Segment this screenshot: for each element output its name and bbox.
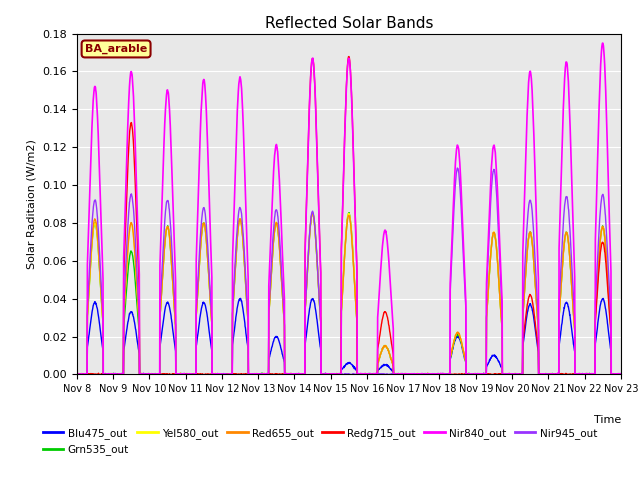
Nir945_out <box>376 372 384 377</box>
Nir945_out <box>570 288 577 294</box>
Yel580_out <box>365 372 372 377</box>
Nir945_out <box>73 371 81 377</box>
Yel580_out <box>569 302 577 308</box>
Yel580_out <box>345 211 353 216</box>
Yel580_out <box>507 372 515 377</box>
Yel580_out <box>376 352 384 358</box>
Text: Time: Time <box>593 415 621 425</box>
Nir840_out <box>376 276 384 281</box>
Red655_out <box>73 371 81 377</box>
Nir945_out <box>617 371 625 376</box>
Blu475_out <box>508 372 515 377</box>
Nir945_out <box>584 371 592 377</box>
Red655_out <box>365 372 372 377</box>
Blu475_out <box>237 296 244 301</box>
Red655_out <box>617 372 625 377</box>
Text: BA_arable: BA_arable <box>85 44 147 54</box>
Grn535_out <box>584 372 592 377</box>
Redg715_out <box>365 372 372 377</box>
Nir945_out <box>225 372 232 377</box>
Redg715_out <box>377 326 385 332</box>
Nir945_out <box>508 372 515 377</box>
Nir840_out <box>365 372 372 377</box>
Line: Grn535_out: Grn535_out <box>77 213 621 374</box>
Grn535_out <box>376 351 384 357</box>
Redg715_out <box>617 371 625 377</box>
Red655_out <box>73 372 81 377</box>
Yel580_out <box>584 372 592 377</box>
Yel580_out <box>617 372 625 377</box>
Nir840_out <box>225 372 232 377</box>
Redg715_out <box>570 372 577 377</box>
Blu475_out <box>584 371 592 377</box>
Redg715_out <box>345 54 353 60</box>
Red655_out <box>308 210 316 216</box>
Blu475_out <box>365 372 372 377</box>
Redg715_out <box>73 372 81 377</box>
Line: Redg715_out: Redg715_out <box>77 57 621 374</box>
Grn535_out <box>365 371 372 377</box>
Line: Yel580_out: Yel580_out <box>77 214 621 374</box>
Grn535_out <box>73 372 81 377</box>
Blu475_out <box>570 338 577 344</box>
Title: Reflected Solar Bands: Reflected Solar Bands <box>264 16 433 31</box>
Nir840_out <box>599 40 607 46</box>
Nir945_out <box>74 372 81 377</box>
Nir840_out <box>617 372 625 377</box>
Grn535_out <box>346 210 353 216</box>
Grn535_out <box>507 372 515 377</box>
Red655_out <box>584 372 592 377</box>
Nir945_out <box>365 372 372 377</box>
Blu475_out <box>225 371 232 377</box>
Redg715_out <box>225 372 232 377</box>
Red655_out <box>225 372 232 377</box>
Line: Nir945_out: Nir945_out <box>77 168 621 374</box>
Red655_out <box>570 307 577 312</box>
Redg715_out <box>584 371 592 377</box>
Blu475_out <box>377 365 385 371</box>
Legend: Blu475_out, Grn535_out, Yel580_out, Red655_out, Redg715_out, Nir840_out, Nir945_: Blu475_out, Grn535_out, Yel580_out, Red6… <box>38 424 601 459</box>
Blu475_out <box>73 372 81 377</box>
Nir840_out <box>569 211 577 217</box>
Nir945_out <box>453 165 461 171</box>
Blu475_out <box>73 372 81 377</box>
Nir840_out <box>507 372 515 377</box>
Nir840_out <box>73 372 81 377</box>
Line: Blu475_out: Blu475_out <box>77 299 621 374</box>
Red655_out <box>377 351 385 357</box>
Y-axis label: Solar Raditaion (W/m2): Solar Raditaion (W/m2) <box>27 139 36 269</box>
Line: Nir840_out: Nir840_out <box>77 43 621 374</box>
Line: Red655_out: Red655_out <box>77 213 621 374</box>
Yel580_out <box>225 372 232 377</box>
Redg715_out <box>508 372 515 377</box>
Nir840_out <box>584 372 591 377</box>
Grn535_out <box>225 371 232 377</box>
Grn535_out <box>569 302 577 308</box>
Grn535_out <box>617 372 625 377</box>
Yel580_out <box>73 372 81 377</box>
Red655_out <box>508 372 515 377</box>
Blu475_out <box>617 372 625 377</box>
Redg715_out <box>73 371 81 377</box>
